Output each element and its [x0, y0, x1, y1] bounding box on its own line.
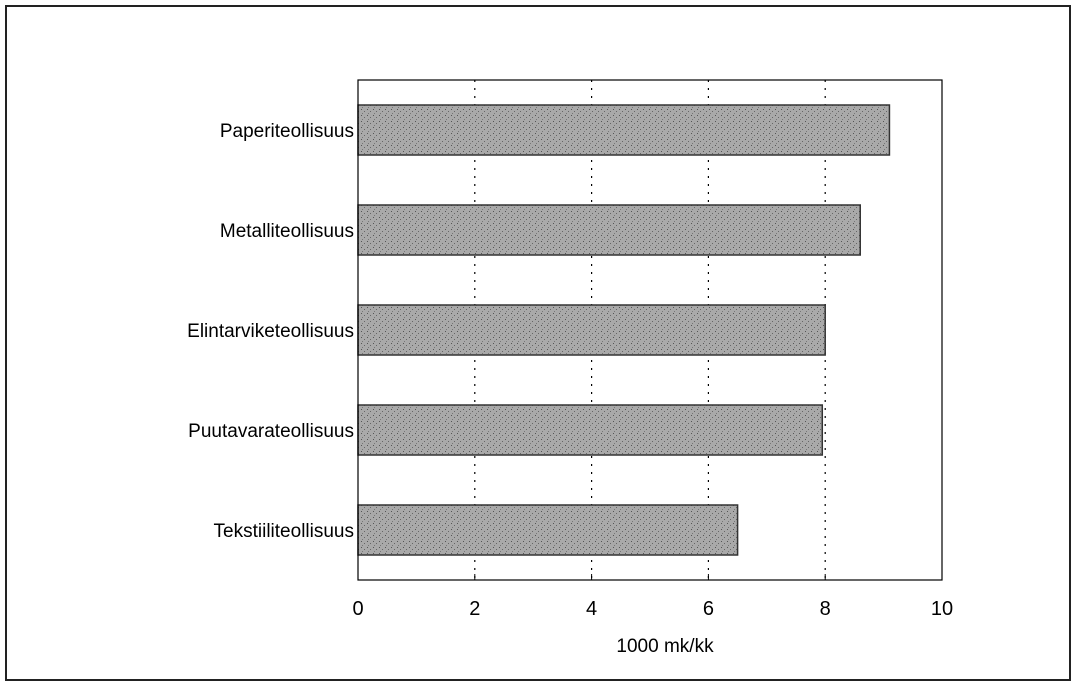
bar-puutavarateollisuus: [357, 404, 824, 456]
bar-tekstiiliteollisuus: [357, 504, 739, 556]
x-tick-label-2: 2: [469, 598, 480, 620]
x-tick-label-8: 8: [820, 598, 831, 620]
bar-metalliteollisuus: [357, 204, 861, 256]
category-label-metalliteollisuus: Metalliteollisuus: [220, 221, 354, 242]
x-tick-label-10: 10: [931, 598, 953, 620]
x-tick-label-4: 4: [586, 598, 597, 620]
x-tick-label-6: 6: [703, 598, 714, 620]
y-axis: Paperiteollisuus Metalliteollisuus Elintar…: [187, 121, 354, 542]
category-label-paperiteollisuus: Paperiteollisuus: [220, 121, 354, 142]
bar-elintarviketeollisuus: [357, 304, 826, 356]
category-label-elintarviketeollisuus: Elintarviketeollisuus: [187, 321, 354, 342]
x-tick-label-0: 0: [352, 598, 363, 620]
plot-area: [357, 79, 943, 581]
bars-group: [357, 104, 891, 556]
category-label-puutavarateollisuus: Puutavarateollisuus: [188, 421, 354, 442]
x-axis: 0 2 4 6 8 10: [352, 574, 953, 620]
category-label-tekstiiliteollisuus: Tekstiiliteollisuus: [214, 521, 354, 542]
bar-paperiteollisuus: [357, 104, 891, 156]
x-axis-title: 1000 mk/kk: [616, 636, 714, 657]
